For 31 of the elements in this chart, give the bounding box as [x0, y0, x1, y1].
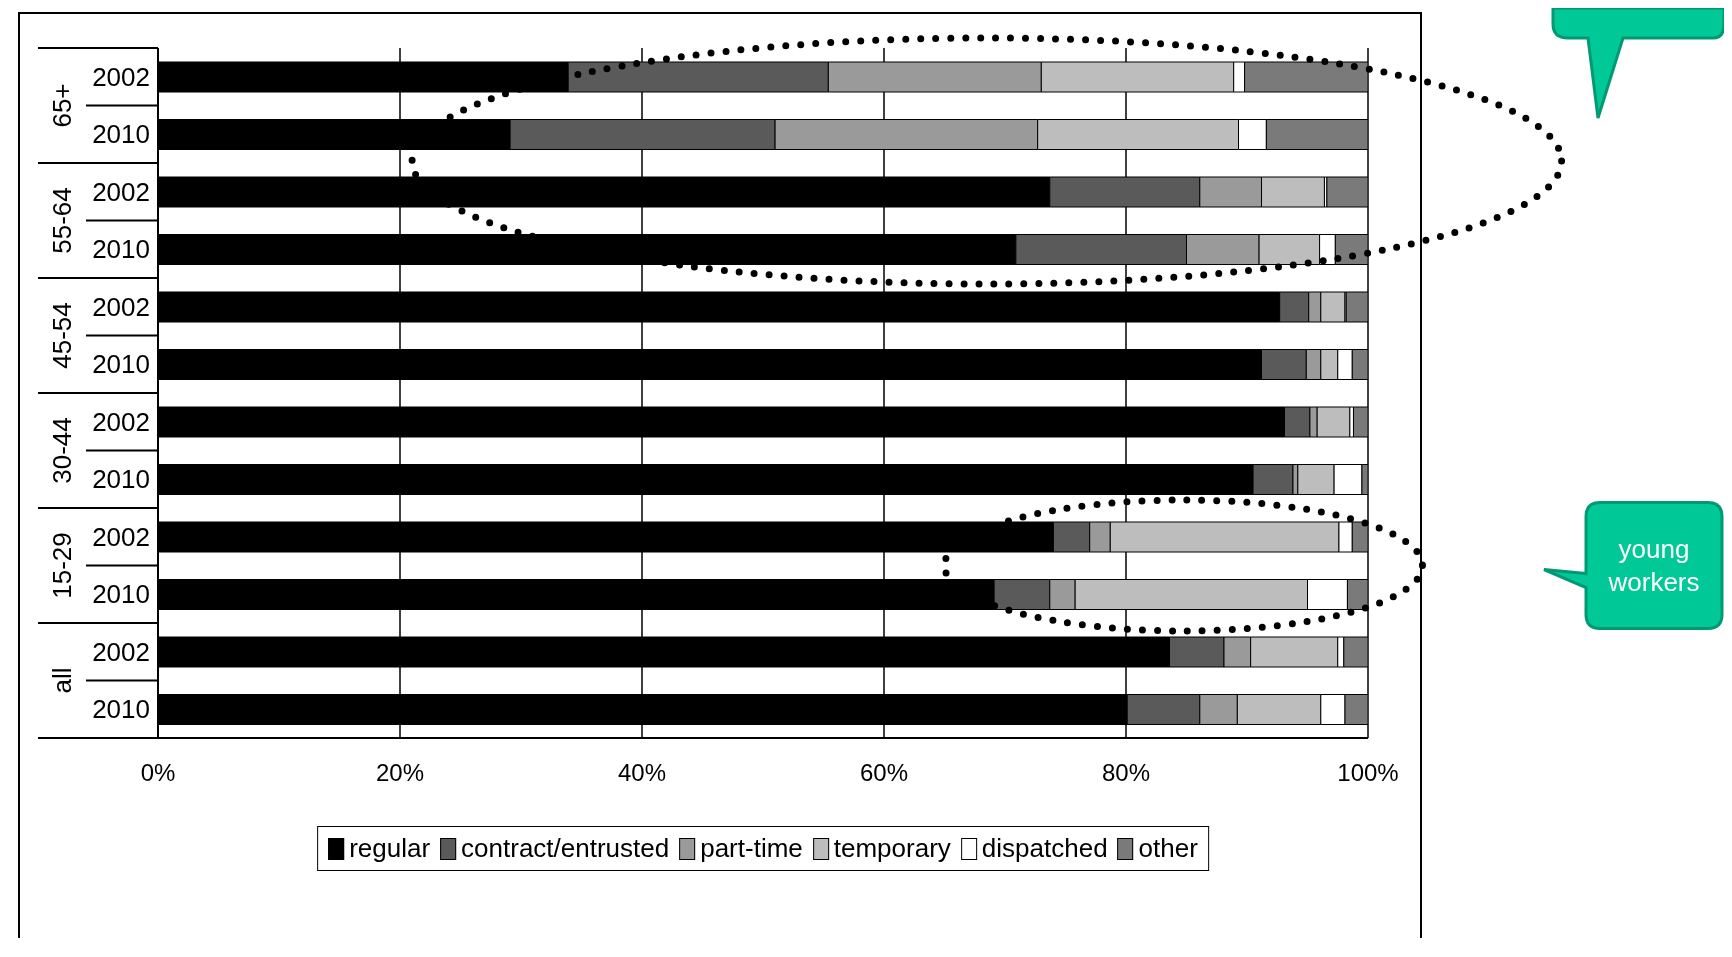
text: 45-54: [47, 302, 77, 369]
text: all: [47, 667, 77, 694]
y-tick-label: 2002: [92, 176, 150, 207]
x-tick-label: 60%: [859, 759, 909, 787]
x-tick-label: 40%: [617, 759, 667, 787]
text: 30-44: [47, 417, 77, 484]
text: 55-64: [47, 187, 77, 254]
y-tick-label: 2010: [92, 694, 150, 725]
y-tick-label: 2002: [92, 636, 150, 667]
text: young workers: [1607, 533, 1701, 599]
x-tick-label: 0%: [140, 759, 176, 787]
y-tick-label: 2010: [92, 579, 150, 610]
y-tick-label: 2002: [92, 291, 150, 322]
y-tick-label: 2002: [92, 521, 150, 552]
text: 65+: [47, 83, 77, 128]
legend-label: other: [1138, 833, 1198, 864]
y-tick-label: 2002: [92, 61, 150, 92]
legend-label: temporary: [833, 833, 951, 864]
y-tick-label: 2010: [92, 464, 150, 495]
legend-label: part-time: [700, 833, 803, 864]
y-tick-label: 2010: [92, 234, 150, 265]
text: 15-29: [47, 532, 77, 599]
x-tick-label: 100%: [1337, 759, 1399, 787]
y-tick-label: 2002: [92, 406, 150, 437]
x-tick-label: 80%: [1101, 759, 1151, 787]
y-tick-label: 2010: [92, 349, 150, 380]
legend-label: dispatched: [981, 833, 1108, 864]
legend-label: regular: [349, 833, 431, 864]
y-tick-label: 2010: [92, 119, 150, 150]
x-tick-label: 20%: [375, 759, 425, 787]
legend-label: contract/entrusted: [461, 833, 670, 864]
